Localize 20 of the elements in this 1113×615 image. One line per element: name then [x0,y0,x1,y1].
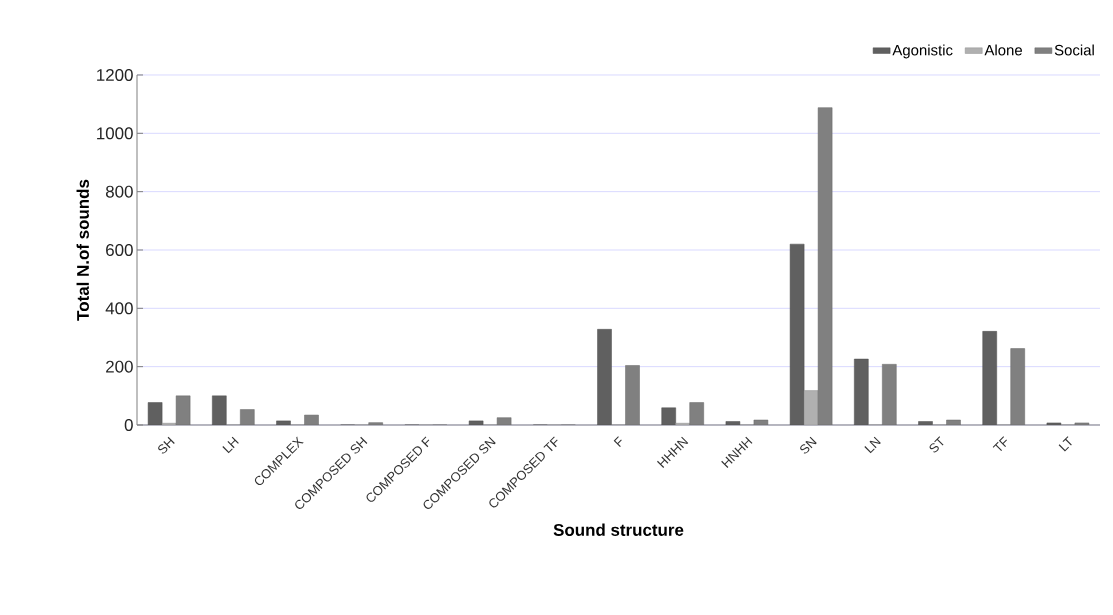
legend-label: Agonistic [892,44,953,59]
y-tick-label: 200 [106,360,133,373]
y-axis-title: Total N.of sounds [76,179,89,321]
x-axis-title: Sound structure [553,523,684,536]
x-tick-label: SN [800,436,817,454]
y-tick-label: 600 [106,243,133,256]
y-tick-label: 1000 [97,127,133,140]
x-tick-label: F [613,436,622,448]
legend-label: Alone [984,44,1022,56]
x-tick-label: SH [158,436,175,454]
y-tick-label: 0 [124,418,133,431]
y-tick-label: 400 [105,302,133,315]
x-tick-label: ST [929,436,944,453]
y-tick-label: 1200 [97,68,133,81]
x-tick-label: LT [1058,436,1072,452]
x-tick-label: LH [222,436,239,454]
x-tick-label: LN [864,436,881,454]
x-tick-label: TF [992,436,1007,452]
legend-label: Social [1054,44,1094,56]
y-tick-label: 800 [105,185,133,198]
